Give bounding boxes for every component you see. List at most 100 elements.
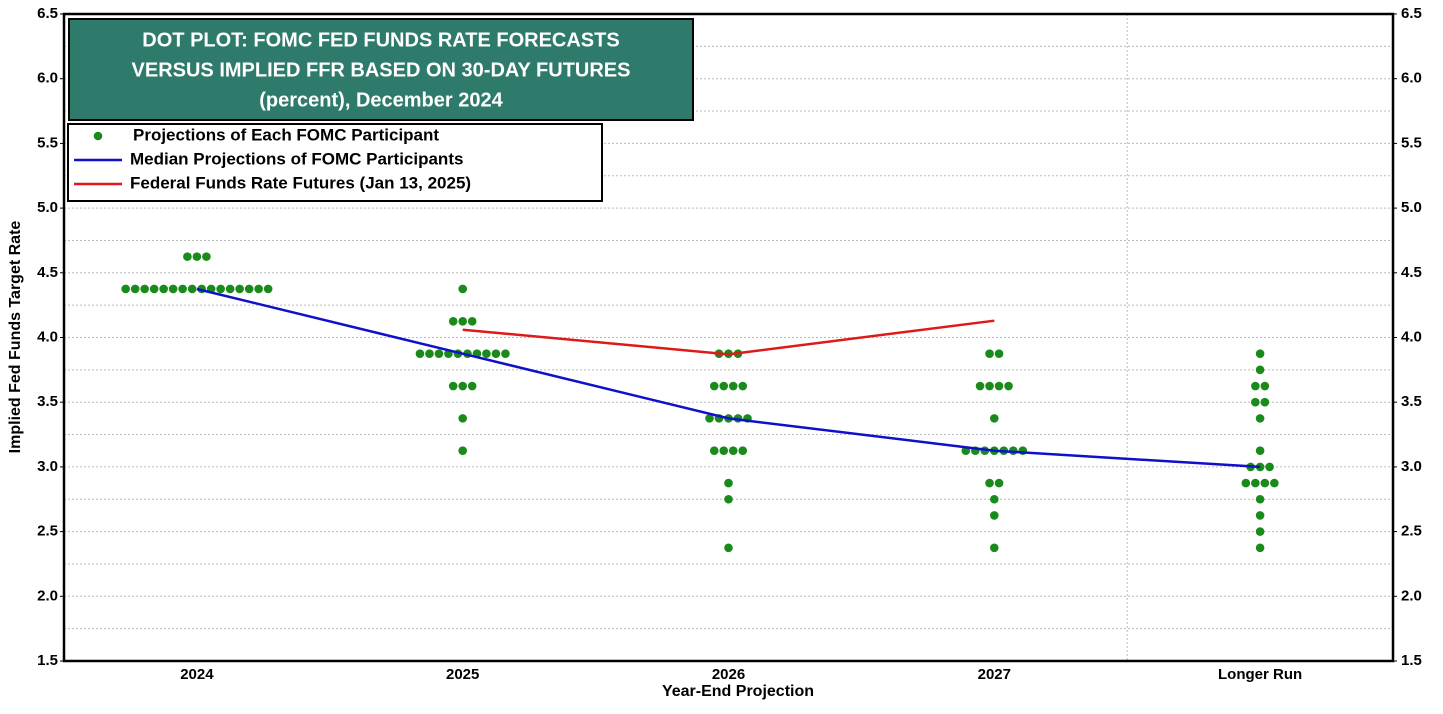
chart-title: (percent), December 2024 [259,89,503,111]
participant-dot [434,349,444,358]
y-axis-label: Implied Fed Funds Target Rate [7,221,24,454]
series-line [196,287,1261,469]
participant-dot [1251,381,1260,391]
participant-dot [130,284,140,294]
participant-dot [225,284,235,294]
y2-tick-label: 6.0 [1401,70,1422,87]
participant-dot [192,252,202,261]
participant-dot [425,349,434,358]
participant-dot [415,349,425,358]
participant-dot [1265,462,1274,472]
participant-dot [235,284,244,294]
participant-dot [121,284,130,294]
participant-dot [724,543,733,553]
legend-label: Median Projections of FOMC Participants [130,149,463,168]
y2-tick-label: 2.0 [1401,587,1422,604]
participant-dot [1251,478,1260,488]
participant-dot [1255,414,1265,423]
y-tick-label: 5.0 [37,199,58,216]
y-tick-label: 4.0 [37,328,58,345]
plot-frame [62,12,1395,663]
participant-dot [1255,446,1265,456]
participant-dot [1260,397,1270,407]
y2-tick-label: 3.0 [1401,458,1422,475]
participant-dot [187,284,197,294]
participant-dot [1241,478,1251,488]
participant-dot [994,478,1004,488]
participant-dot [1004,381,1013,391]
participant-dot [491,349,501,358]
participant-dot [1260,381,1270,391]
participant-dot [1255,349,1265,358]
chart-title: VERSUS IMPLIED FFR BASED ON 30-DAY FUTUR… [132,59,631,81]
series-line [462,319,995,356]
participant-dot [1255,511,1265,520]
y2-tick-label: 3.5 [1401,393,1422,410]
y2-tick-label: 5.0 [1401,199,1422,216]
participant-dot [178,284,187,294]
y-tick-label: 4.5 [37,264,58,281]
participant-dot [458,414,468,423]
participant-dot [738,446,748,456]
participant-dot [458,284,468,294]
participant-dot [448,317,458,326]
participant-dot [738,381,748,391]
y-tick-label: 2.5 [37,523,58,540]
participant-dot [985,349,994,358]
participant-dot [1251,397,1260,407]
x-tick-label: 2026 [712,666,745,683]
y-tick-label: 3.5 [37,393,58,410]
participant-dot [140,284,149,294]
participant-dot [705,414,714,423]
participant-dot [985,381,994,391]
participant-dot [202,252,211,261]
participant-dot [724,478,733,488]
participant-dot [1255,527,1265,536]
y2-tick-label: 5.5 [1401,134,1422,151]
participant-dot [159,284,168,294]
participant-dot [709,381,719,391]
participant-dot [990,543,999,553]
y-tick-label: 3.0 [37,458,58,475]
participant-dot [719,381,729,391]
participant-dot [724,494,733,504]
y2-tick-label: 4.0 [1401,328,1422,345]
participant-dot [719,446,729,456]
participant-dot [216,284,225,294]
x-tick-label: Longer Run [1218,666,1302,683]
y-tick-label: 6.0 [37,70,58,87]
y-tick-label: 5.5 [37,134,58,151]
participant-dot [1260,478,1270,488]
participant-dot [501,349,510,358]
y-tick-label: 2.0 [37,587,58,604]
x-tick-label: 2024 [180,666,214,683]
legend-box [67,123,603,202]
participant-dot [467,381,477,391]
participant-dot [990,414,999,423]
participant-dot [985,478,994,488]
participant-dot [458,317,468,326]
participant-dot [728,381,738,391]
y-tick-label: 1.5 [37,652,58,669]
participant-dot [994,349,1004,358]
participant-dot [990,511,999,520]
legend-label: Projections of Each FOMC Participant [133,125,439,144]
y-tick-label: 6.5 [37,5,58,22]
participant-dot [1255,543,1265,553]
participant-dot [990,494,999,504]
participant-dot [1270,478,1279,488]
x-tick-label: 2025 [446,666,479,683]
participant-dot [448,381,458,391]
y2-tick-label: 6.5 [1401,5,1422,22]
participant-dot [994,381,1004,391]
participant-dot [168,284,178,294]
chart-title: DOT PLOT: FOMC FED FUNDS RATE FORECASTS [142,29,619,51]
participant-dot [467,317,477,326]
legend-marker [93,131,103,141]
participant-dot [458,446,468,456]
participant-dot [263,284,273,294]
participant-dot [975,381,985,391]
y2-tick-label: 2.5 [1401,523,1422,540]
legend-label: Federal Funds Rate Futures (Jan 13, 2025… [130,173,471,192]
